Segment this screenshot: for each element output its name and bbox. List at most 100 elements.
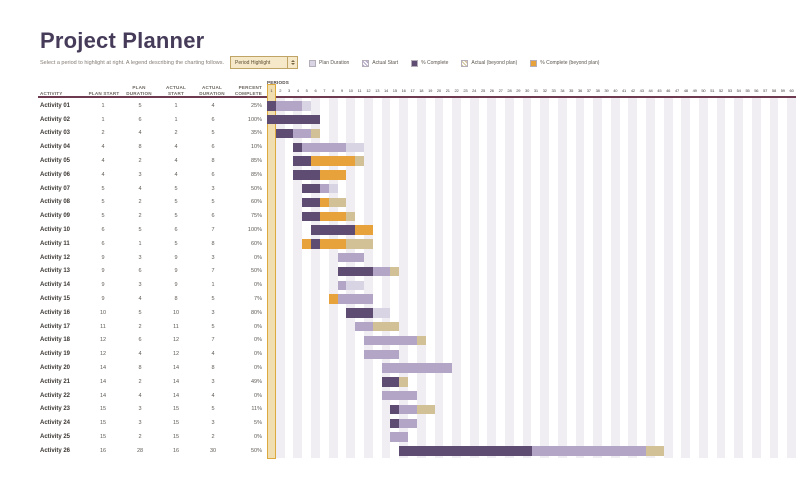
actual-start-cell[interactable]: 14: [172, 378, 180, 385]
actual-duration-cell[interactable]: 3: [211, 185, 215, 192]
plan-duration-cell[interactable]: 2: [138, 323, 142, 330]
actual-start-cell[interactable]: 4: [174, 158, 178, 165]
actual-duration-cell[interactable]: 8: [211, 158, 215, 165]
percent-complete-cell[interactable]: 60%: [250, 199, 262, 206]
plan-duration-cell[interactable]: 2: [138, 158, 142, 165]
activity-name-cell[interactable]: Activity 16: [40, 309, 71, 316]
activity-name-cell[interactable]: Activity 04: [40, 144, 71, 151]
actual-duration-cell[interactable]: 5: [211, 296, 215, 303]
activity-name-cell[interactable]: Activity 22: [40, 392, 71, 399]
actual-start-cell[interactable]: 9: [174, 254, 178, 261]
activity-name-cell[interactable]: Activity 21: [40, 378, 71, 385]
plan-duration-cell[interactable]: 1: [138, 240, 142, 247]
percent-complete-cell[interactable]: 50%: [250, 268, 262, 275]
actual-duration-cell[interactable]: 5: [211, 406, 215, 413]
spin-up-icon[interactable]: [290, 60, 295, 62]
plan-duration-cell[interactable]: 2: [138, 213, 142, 220]
plan-duration-cell[interactable]: 4: [138, 130, 142, 137]
plan-duration-cell[interactable]: 2: [138, 378, 142, 385]
actual-duration-cell[interactable]: 3: [211, 378, 215, 385]
plan-start-cell[interactable]: 14: [99, 365, 107, 372]
actual-start-cell[interactable]: 5: [174, 240, 178, 247]
activity-name-cell[interactable]: Activity 07: [40, 185, 71, 192]
plan-duration-cell[interactable]: 6: [138, 116, 142, 123]
activity-name-cell[interactable]: Activity 03: [40, 130, 71, 137]
actual-start-cell[interactable]: 16: [172, 447, 180, 454]
actual-start-cell[interactable]: 2: [174, 130, 178, 137]
activity-name-cell[interactable]: Activity 05: [40, 158, 71, 165]
percent-complete-cell[interactable]: 11%: [251, 406, 262, 413]
actual-duration-cell[interactable]: 3: [211, 309, 215, 316]
plan-duration-cell[interactable]: 5: [138, 102, 142, 109]
percent-complete-cell[interactable]: 85%: [250, 171, 262, 178]
percent-complete-cell[interactable]: 100%: [247, 116, 262, 123]
percent-complete-cell[interactable]: 0%: [254, 434, 262, 441]
plan-duration-cell[interactable]: 3: [138, 406, 142, 413]
activity-name-cell[interactable]: Activity 25: [40, 434, 71, 441]
plan-duration-cell[interactable]: 4: [138, 392, 142, 399]
activity-name-cell[interactable]: Activity 24: [40, 420, 71, 427]
activity-name-cell[interactable]: Activity 14: [40, 282, 71, 289]
percent-complete-cell[interactable]: 50%: [250, 185, 262, 192]
plan-start-cell[interactable]: 14: [99, 378, 107, 385]
percent-complete-cell[interactable]: 49%: [250, 378, 262, 385]
activity-name-cell[interactable]: Activity 02: [40, 116, 71, 123]
percent-complete-cell[interactable]: 75%: [250, 213, 262, 220]
actual-duration-cell[interactable]: 4: [211, 102, 215, 109]
plan-duration-cell[interactable]: 2: [138, 434, 142, 441]
actual-start-cell[interactable]: 14: [172, 365, 180, 372]
actual-start-cell[interactable]: 9: [174, 282, 178, 289]
percent-complete-cell[interactable]: 0%: [254, 323, 262, 330]
plan-start-cell[interactable]: 10: [99, 309, 107, 316]
actual-duration-cell[interactable]: 4: [211, 351, 215, 358]
plan-start-cell[interactable]: 2: [101, 130, 105, 137]
percent-complete-cell[interactable]: 0%: [254, 337, 262, 344]
percent-complete-cell[interactable]: 0%: [254, 365, 262, 372]
spin-down-icon[interactable]: [290, 63, 295, 65]
plan-duration-cell[interactable]: 4: [138, 351, 142, 358]
plan-start-cell[interactable]: 15: [99, 420, 107, 427]
actual-start-cell[interactable]: 4: [174, 144, 178, 151]
percent-complete-cell[interactable]: 100%: [247, 227, 262, 234]
actual-duration-cell[interactable]: 3: [211, 420, 215, 427]
actual-start-cell[interactable]: 5: [174, 199, 178, 206]
plan-start-cell[interactable]: 5: [101, 213, 105, 220]
percent-complete-cell[interactable]: 7%: [254, 296, 262, 303]
plan-start-cell[interactable]: 4: [101, 144, 105, 151]
plan-start-cell[interactable]: 9: [101, 268, 105, 275]
percent-complete-cell[interactable]: 10%: [250, 144, 262, 151]
percent-complete-cell[interactable]: 35%: [250, 130, 262, 137]
activity-name-cell[interactable]: Activity 09: [40, 213, 71, 220]
actual-duration-cell[interactable]: 3: [211, 254, 215, 261]
plan-duration-cell[interactable]: 4: [138, 185, 142, 192]
plan-start-cell[interactable]: 5: [101, 185, 105, 192]
actual-duration-cell[interactable]: 8: [211, 365, 215, 372]
percent-complete-cell[interactable]: 0%: [254, 392, 262, 399]
actual-duration-cell[interactable]: 1: [211, 282, 215, 289]
plan-start-cell[interactable]: 1: [101, 116, 105, 123]
plan-start-cell[interactable]: 4: [101, 171, 105, 178]
actual-duration-cell[interactable]: 6: [211, 144, 215, 151]
plan-duration-cell[interactable]: 3: [138, 171, 142, 178]
activity-name-cell[interactable]: Activity 18: [40, 337, 71, 344]
actual-duration-cell[interactable]: 2: [211, 434, 215, 441]
activity-name-cell[interactable]: Activity 13: [40, 268, 71, 275]
activity-name-cell[interactable]: Activity 01: [40, 102, 71, 109]
actual-start-cell[interactable]: 12: [172, 351, 180, 358]
actual-start-cell[interactable]: 6: [174, 227, 178, 234]
plan-start-cell[interactable]: 4: [101, 158, 105, 165]
plan-duration-cell[interactable]: 6: [138, 268, 142, 275]
activity-name-cell[interactable]: Activity 19: [40, 351, 71, 358]
activity-name-cell[interactable]: Activity 17: [40, 323, 71, 330]
percent-complete-cell[interactable]: 0%: [254, 351, 262, 358]
plan-duration-cell[interactable]: 5: [138, 227, 142, 234]
activity-name-cell[interactable]: Activity 08: [40, 199, 71, 206]
actual-duration-cell[interactable]: 8: [211, 240, 215, 247]
percent-complete-cell[interactable]: 60%: [250, 240, 262, 247]
actual-duration-cell[interactable]: 7: [211, 227, 215, 234]
plan-duration-cell[interactable]: 2: [138, 199, 142, 206]
actual-start-cell[interactable]: 5: [174, 213, 178, 220]
actual-duration-cell[interactable]: 6: [211, 171, 215, 178]
plan-start-cell[interactable]: 14: [99, 392, 107, 399]
plan-duration-cell[interactable]: 5: [138, 309, 142, 316]
